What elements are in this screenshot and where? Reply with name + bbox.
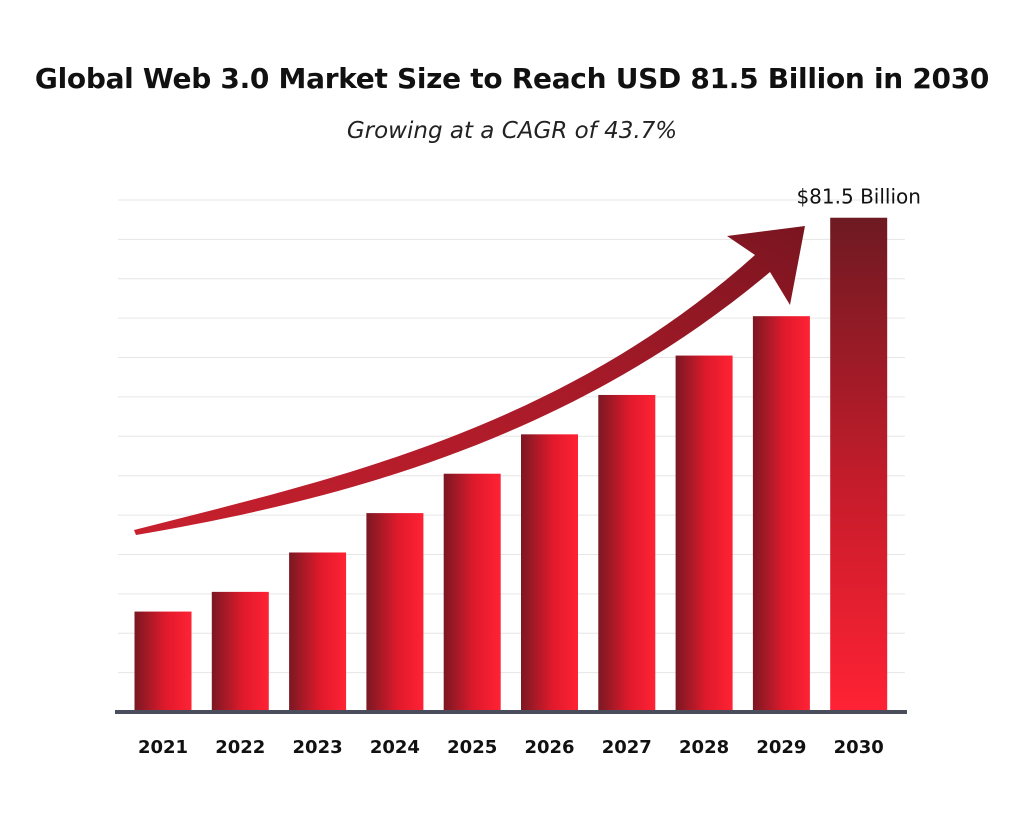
x-tick-label-2030: 2030 bbox=[834, 737, 884, 758]
data-label-2030: $81.5 Billion bbox=[796, 185, 920, 209]
bar-2024 bbox=[366, 513, 424, 712]
x-tick-label-2028: 2028 bbox=[679, 737, 729, 758]
x-tick-label-2021: 2021 bbox=[138, 737, 188, 758]
bar-2021 bbox=[134, 611, 192, 712]
bar-2022 bbox=[211, 591, 269, 712]
bar-2028 bbox=[675, 355, 733, 712]
bar-2023 bbox=[289, 552, 347, 712]
x-tick-label-2026: 2026 bbox=[524, 737, 574, 758]
x-tick-label-2024: 2024 bbox=[370, 737, 420, 758]
chart-title: Global Web 3.0 Market Size to Reach USD … bbox=[34, 62, 990, 95]
data-labels: $81.5 Billion bbox=[796, 185, 920, 209]
bar-2026 bbox=[521, 434, 578, 712]
x-tick-label-2022: 2022 bbox=[215, 737, 265, 758]
x-tick-label-2023: 2023 bbox=[293, 737, 343, 758]
bars bbox=[134, 217, 888, 712]
bar-2030 bbox=[830, 217, 888, 712]
bar-2029 bbox=[752, 316, 810, 712]
x-tick-label-2029: 2029 bbox=[756, 737, 806, 758]
x-tick-label-2027: 2027 bbox=[602, 737, 652, 758]
bar-2027 bbox=[598, 394, 656, 712]
chart-subtitle: Growing at a CAGR of 43.7% bbox=[346, 118, 678, 144]
x-axis-labels: 2021 2022 2023 2024 2025 2026 2027 2028 2029 2030 bbox=[138, 737, 884, 758]
bar-2025 bbox=[443, 473, 501, 712]
x-tick-label-2025: 2025 bbox=[447, 737, 497, 758]
